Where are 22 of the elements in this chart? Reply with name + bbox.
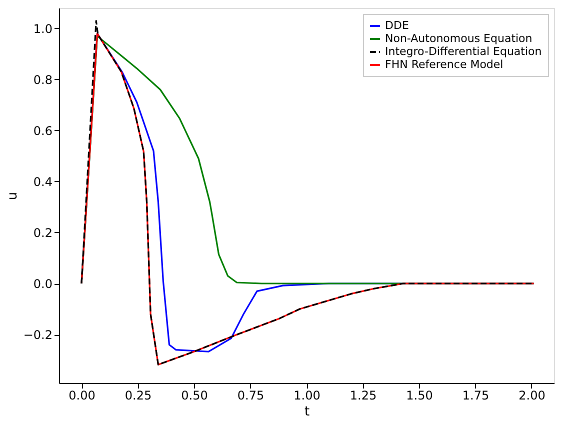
- legend-label: Integro-Differential Equation: [385, 45, 542, 58]
- y-tick-label: 0.6: [33, 124, 52, 138]
- legend-label: DDE: [385, 19, 409, 32]
- y-tick-label: 0.4: [33, 174, 52, 189]
- x-tick-label: 0.00: [68, 388, 96, 402]
- y-tick-label: 0.0: [33, 277, 52, 292]
- x-tick-label: 1.25: [350, 388, 377, 402]
- y-tick-label: 0.8: [33, 72, 52, 87]
- x-tick-label: 1.75: [462, 388, 490, 402]
- y-tick-label: 0.2: [33, 226, 52, 240]
- x-tick-label: 0.75: [237, 388, 264, 402]
- y-axis-title: u: [5, 192, 20, 200]
- x-tick-label: 1.00: [294, 388, 320, 402]
- legend-label: Non-Autonomous Equation: [385, 32, 532, 45]
- x-tick-label: 0.25: [124, 388, 152, 402]
- y-tick-label: −0.2: [23, 328, 52, 342]
- legend-label: FHN Reference Model: [385, 58, 504, 71]
- x-tick-label: 0.50: [181, 388, 208, 402]
- x-tick-label: 2.00: [518, 388, 546, 402]
- x-tick-label: 1.50: [406, 388, 433, 402]
- y-tick-label: 1.0: [33, 22, 52, 36]
- x-axis-title: t: [304, 404, 310, 420]
